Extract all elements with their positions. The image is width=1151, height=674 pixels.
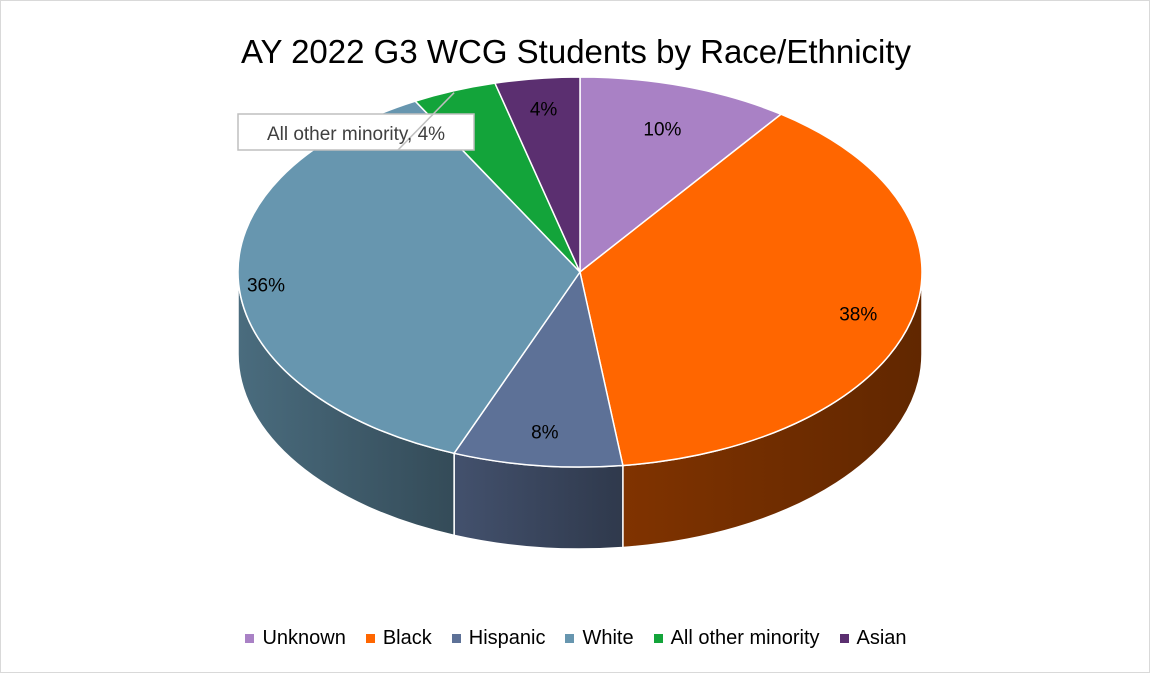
pie-top (237, 76, 923, 468)
legend-item-hispanic: Hispanic (451, 627, 546, 650)
pie-side-hispanic (453, 452, 624, 550)
legend-swatch-asian (839, 634, 849, 643)
legend-swatch-all-other-minority (653, 634, 663, 643)
data-label-black: 38% (839, 305, 877, 326)
data-label-all-other-minority-box (237, 113, 475, 151)
data-label-hispanic: 8% (531, 423, 559, 444)
legend-label-asian: Asian (856, 627, 907, 649)
legend-item-all-other-minority: All other minority (653, 627, 820, 650)
legend-swatch-black (365, 634, 375, 643)
pie-slice-unknown (579, 76, 783, 274)
pie-slice-hispanic (452, 270, 624, 468)
legend-label-unknown: Unknown (262, 627, 346, 649)
legend-swatch-hispanic (451, 634, 461, 643)
legend-label-black: Black (382, 627, 432, 649)
legend: Unknown Black Hispanic White All other minor… (1, 627, 1151, 650)
data-label-white: 36% (247, 275, 285, 296)
pie-slice-black (579, 113, 923, 467)
legend-label-white: White (582, 627, 634, 649)
legend-label-all-other-minority: All other minority (670, 627, 820, 649)
legend-item-unknown: Unknown (245, 627, 346, 650)
data-label-all-other-minority: All other minority, 4% (267, 124, 445, 145)
data-labels: 10% 38% 8% 36% All other minority, 4% 4% (237, 92, 877, 444)
legend-item-black: Black (365, 627, 432, 650)
legend-swatch-white (565, 634, 575, 643)
pie-slice-asian (493, 76, 581, 273)
chart-title: AY 2022 G3 WCG Students by Race/Ethnicit… (240, 33, 912, 70)
data-label-asian: 4% (530, 100, 558, 121)
data-label-unknown: 10% (643, 119, 681, 140)
legend-item-asian: Asian (839, 627, 907, 650)
legend-item-white: White (565, 627, 634, 650)
legend-label-hispanic: Hispanic (468, 627, 546, 649)
data-label-all-other-minority-leader (397, 92, 455, 151)
legend-swatch-unknown (245, 634, 255, 643)
